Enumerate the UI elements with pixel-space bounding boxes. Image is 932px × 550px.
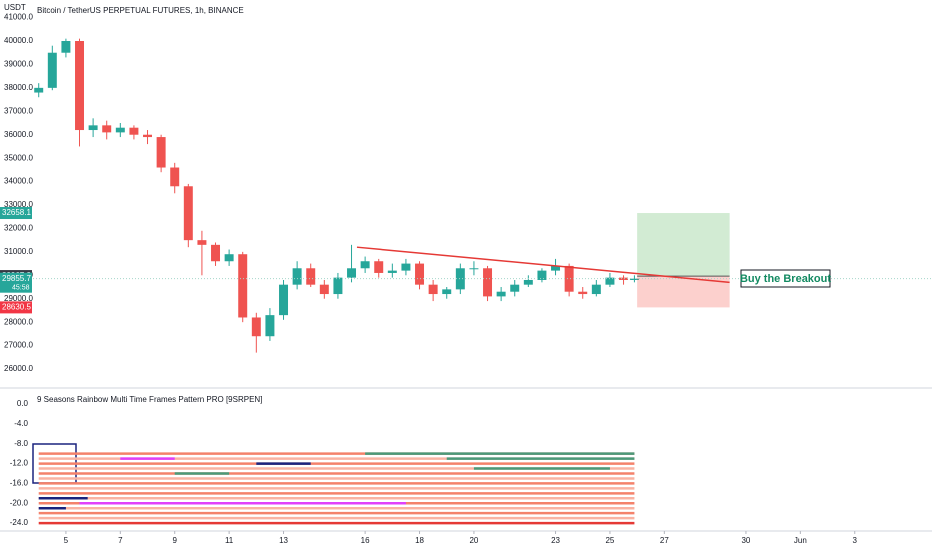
y-axis-label: USDT xyxy=(4,3,26,12)
y-tick-label: 27000.0 xyxy=(4,341,33,350)
candle-body xyxy=(496,291,506,297)
candle-body xyxy=(360,261,370,269)
price-badge xyxy=(0,207,32,220)
candle-body xyxy=(605,277,615,285)
y-tick-label: 37000.0 xyxy=(4,106,33,115)
candle-body xyxy=(197,240,207,245)
candle-body xyxy=(34,87,44,93)
candle-body xyxy=(387,270,397,273)
candle-body xyxy=(619,277,629,280)
x-tick-label: 13 xyxy=(279,536,288,545)
x-tick-label: 23 xyxy=(551,536,560,545)
y-tick-label: 36000.0 xyxy=(4,130,33,139)
candle-body xyxy=(415,263,425,285)
candle-body xyxy=(75,41,85,131)
x-tick-label: 18 xyxy=(415,536,424,545)
indicator-title: 9 Seasons Rainbow Multi Time Frames Patt… xyxy=(37,395,262,404)
candle-body xyxy=(143,134,153,138)
candle-body xyxy=(224,254,234,262)
y-tick-label: 31000.0 xyxy=(4,247,33,256)
candle-body xyxy=(279,284,289,316)
candle-body xyxy=(578,291,588,295)
candle-body xyxy=(510,284,520,292)
candle-body xyxy=(347,268,357,278)
price-badge-label: 32658.1 xyxy=(2,208,31,217)
candle-body xyxy=(183,186,193,241)
candle-body xyxy=(537,270,547,280)
y-tick-label: 38000.0 xyxy=(4,83,33,92)
y-tick-label: 33000.0 xyxy=(4,200,33,209)
x-tick-label: 16 xyxy=(361,536,370,545)
candle-body xyxy=(129,127,139,135)
annotation: Buy the Breakout xyxy=(740,273,831,285)
countdown: 45:58 xyxy=(12,285,30,292)
candle-body xyxy=(251,317,261,337)
candle-body xyxy=(629,278,639,280)
y-tick-label: 32000.0 xyxy=(4,224,33,233)
candle-body xyxy=(455,268,465,290)
trendline xyxy=(356,246,730,284)
candle-body xyxy=(156,137,166,168)
price-badge xyxy=(0,301,32,314)
candle-body xyxy=(442,289,452,295)
x-tick-label: 3 xyxy=(853,536,858,545)
candle-body xyxy=(292,268,302,285)
candle-body xyxy=(469,268,479,270)
y-tick-label: -24.0 xyxy=(10,518,29,527)
chart-title: Bitcoin / TetherUS PERPETUAL FUTURES, 1h… xyxy=(37,6,244,15)
candle-body xyxy=(483,268,493,297)
candle-body xyxy=(401,263,411,271)
x-tick-label: 9 xyxy=(172,536,177,545)
y-tick-label: 39000.0 xyxy=(4,60,33,69)
y-tick-label: 28000.0 xyxy=(4,317,33,326)
candle-body xyxy=(564,265,574,292)
candle-body xyxy=(319,284,329,295)
y-tick-label: -4.0 xyxy=(14,419,28,428)
take-profit-zone xyxy=(637,213,730,277)
y-tick-label: 26000.0 xyxy=(4,364,33,373)
price-badge-label: 28630.5 xyxy=(2,302,31,311)
candle-body xyxy=(211,244,221,262)
candle-body xyxy=(61,41,71,53)
price-badge-label: 29855.7 xyxy=(2,274,31,283)
candle-body xyxy=(306,268,316,285)
candle-body xyxy=(428,284,438,295)
x-tick-label: 25 xyxy=(605,536,614,545)
annotation-box xyxy=(740,269,831,288)
candle-body xyxy=(102,125,112,133)
candle-body xyxy=(265,315,275,337)
x-tick-label: 5 xyxy=(64,536,69,545)
candle-body xyxy=(238,254,248,318)
y-tick-label: 34000.0 xyxy=(4,177,33,186)
y-tick-label: -8.0 xyxy=(14,439,28,448)
candle-body xyxy=(523,279,533,285)
candle-body xyxy=(591,284,601,295)
y-tick-label: 35000.0 xyxy=(4,153,33,162)
x-tick-label: 7 xyxy=(118,536,123,545)
x-tick-label: 27 xyxy=(660,536,669,545)
y-tick-label: 29000.0 xyxy=(4,294,33,303)
candle-body xyxy=(333,277,343,295)
y-tick-label: 40000.0 xyxy=(4,36,33,45)
candle-body xyxy=(115,127,125,133)
x-tick-label: 11 xyxy=(225,536,234,545)
candle-body xyxy=(551,265,561,271)
x-tick-label: 30 xyxy=(741,536,750,545)
candle-body xyxy=(88,125,98,131)
y-tick-label: -12.0 xyxy=(10,459,29,468)
y-tick-label: 41000.0 xyxy=(4,13,33,22)
candle-body xyxy=(374,261,384,273)
price-badge xyxy=(0,272,32,293)
x-tick-label: 20 xyxy=(469,536,478,545)
y-tick-label: -16.0 xyxy=(10,479,29,488)
y-tick-label: -20.0 xyxy=(10,498,29,507)
y-tick-label: 0.0 xyxy=(17,399,29,408)
candle-body xyxy=(170,167,180,187)
x-tick-label: Jun xyxy=(794,536,807,545)
candle-body xyxy=(47,52,57,88)
